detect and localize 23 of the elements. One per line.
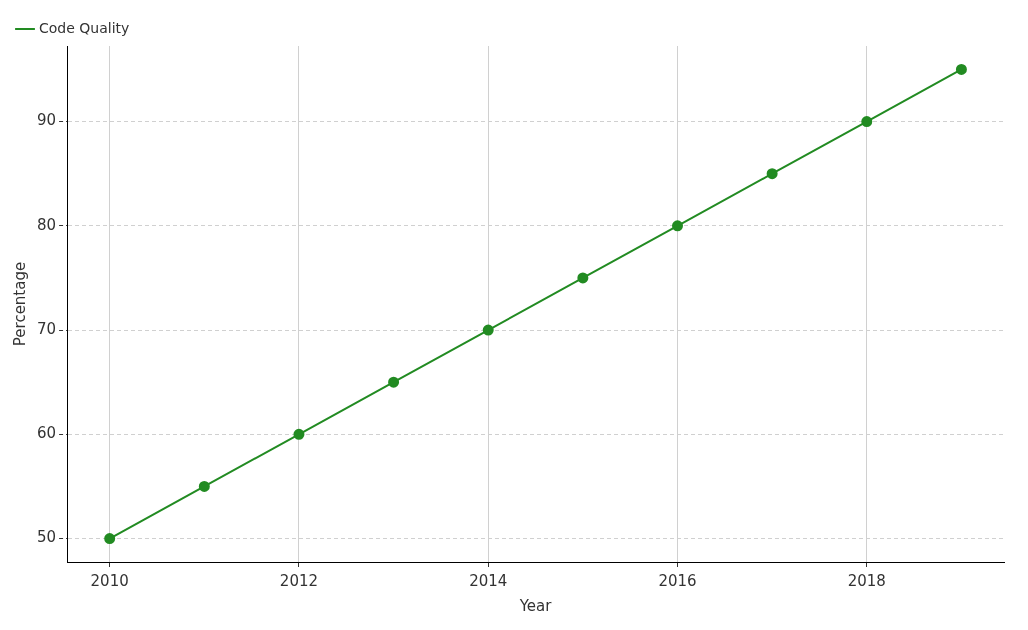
y-tick-label: 50 — [36, 528, 57, 547]
point — [766, 168, 778, 180]
x-tick-label: 2018 — [847, 571, 886, 590]
point — [482, 324, 494, 336]
point — [861, 116, 873, 128]
point — [104, 533, 116, 545]
y-tick-label: 70 — [36, 319, 57, 338]
x-tick-label: 2014 — [469, 571, 508, 590]
x-tick-label: 2010 — [90, 571, 129, 590]
point — [388, 376, 400, 388]
point — [672, 220, 683, 232]
y-tick-label: 90 — [36, 111, 57, 130]
point — [198, 480, 210, 492]
y-tick-label: 60 — [36, 424, 57, 443]
point — [293, 428, 305, 440]
legend-label: Code Quality — [39, 19, 130, 36]
x-tick-label: 2016 — [658, 571, 697, 590]
point — [577, 272, 589, 284]
y-tick-label: 80 — [36, 215, 57, 234]
point — [955, 63, 967, 75]
x-tick-label: 2012 — [279, 571, 319, 590]
y-axis-title: Percentage — [10, 261, 29, 347]
x-axis-title: Year — [518, 596, 553, 615]
